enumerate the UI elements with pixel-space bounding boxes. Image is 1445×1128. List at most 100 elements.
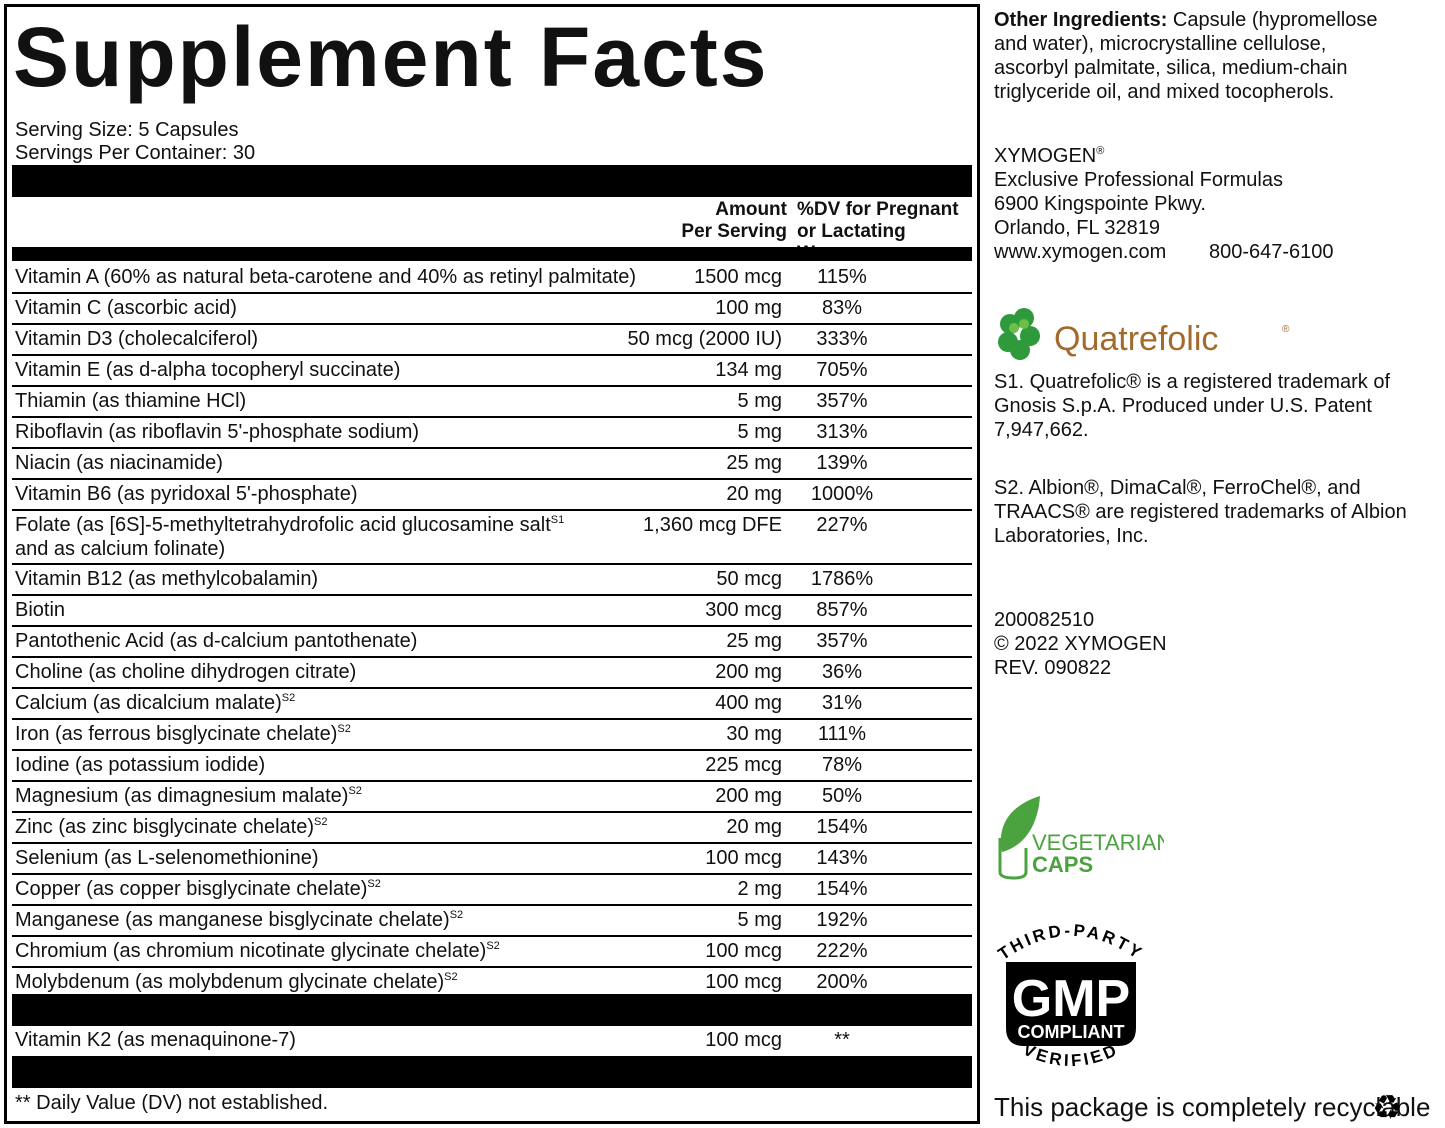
vegetarian-caps-badge: VEGETARIAN CAPS — [994, 792, 1172, 880]
nutrient-row: Calcium (as dicalcium malate)S2 400 mg 31% — [12, 689, 972, 720]
nutrient-name: Copper (as copper bisglycinate chelate)S… — [15, 878, 381, 900]
nutrient-dv: 192% — [816, 909, 868, 931]
company-tagline: Exclusive Professional Formulas — [994, 169, 1283, 191]
nutrient-dv: 357% — [816, 630, 868, 652]
thick-divider-mid — [12, 994, 972, 1026]
nutrient-dv: 227% — [816, 514, 868, 536]
nutrient-amount: 400 mg — [715, 692, 782, 714]
nutrient-amount: 200 mg — [715, 785, 782, 807]
nutrient-row: Niacin (as niacinamide) 25 mg 139% — [12, 449, 972, 480]
nutrient-amount: 20 mg — [726, 483, 782, 505]
nutrient-dv: 31% — [821, 692, 863, 714]
nutrient-name: Vitamin A (60% as natural beta-carotene … — [15, 266, 637, 288]
nutrient-name: Zinc (as zinc bisglycinate chelate)S2 — [15, 816, 328, 838]
s2-note: S2. Albion®, DimaCal®, FerroChel®, and TR… — [994, 477, 1407, 547]
nutrient-row: Biotin 300 mcg 857% — [12, 596, 972, 627]
nutrient-dv: 50% — [821, 785, 863, 807]
nutrient-amount: 2 mg — [737, 878, 782, 900]
recyclable-note: This package is completely recyclable ♻ — [994, 1089, 1431, 1127]
nutrient-row: Vitamin D3 (cholecalciferol) 50 mcg (2000… — [12, 325, 972, 356]
nutrient-dv: 1000% — [810, 483, 874, 505]
nutrient-dv: 154% — [816, 816, 868, 838]
nutrient-row: Vitamin B12 (as methylcobalamin) 50 mcg 17… — [12, 565, 972, 596]
nutrient-row: Magnesium (as dimagnesium malate)S2 200 m… — [12, 782, 972, 813]
nutrient-amount: 50 mcg (2000 IU) — [627, 328, 782, 350]
nutrient-name: Iron (as ferrous bisglycinate chelate)S2 — [15, 723, 351, 745]
nutrient-amount: 30 mg — [726, 723, 782, 745]
nutrient-row: Manganese (as manganese bisglycinate che… — [12, 906, 972, 937]
serving-size: Serving Size: 5 Capsules — [15, 119, 239, 141]
nutrient-name: Selenium (as L-selenomethionine) — [15, 847, 319, 869]
nutrient-name: Vitamin E (as d-alpha tocopheryl succina… — [15, 359, 401, 381]
svg-text:COMPLIANT: COMPLIANT — [1018, 1022, 1125, 1042]
svg-text:THIRD-PARTY: THIRD-PARTY — [995, 921, 1147, 964]
nutrient-dv: 78% — [821, 754, 863, 776]
svg-text:®: ® — [1282, 324, 1290, 335]
nutrient-name: Vitamin B6 (as pyridoxal 5'-phosphate) — [15, 483, 358, 505]
nutrient-name: Vitamin D3 (cholecalciferol) — [15, 328, 259, 350]
supplement-facts-panel: Supplement Facts Serving Size: 5 Capsule… — [4, 4, 980, 1124]
header-divider — [12, 247, 972, 261]
nutrient-dv: 1786% — [810, 568, 874, 590]
nutrient-name: Magnesium (as dimagnesium malate)S2 — [15, 785, 362, 807]
svg-text:Quatrefolic: Quatrefolic — [1054, 320, 1218, 358]
nutrient-amount: 225 mcg — [705, 754, 782, 776]
nutrient-name: Calcium (as dicalcium malate)S2 — [15, 692, 296, 714]
nutrient-amount: 1500 mcg — [694, 266, 782, 288]
other-ingredients: Other Ingredients: Capsule (hypromellose… — [994, 9, 1378, 103]
company-address: 6900 Kingspointe Pkwy. — [994, 193, 1206, 215]
s1-note: S1. Quatrefolic® is a registered tradema… — [994, 371, 1391, 441]
nutrient-amount: 100 mg — [715, 297, 782, 319]
nutrient-row: Folate (as [6S]-5-methyltetrahydrofolic … — [12, 511, 972, 565]
nutrient-row: Riboflavin (as riboflavin 5'-phosphate s… — [12, 418, 972, 449]
nutrient-amount: 100 mcg — [705, 847, 782, 869]
nutrient-name: Biotin — [15, 599, 66, 621]
nutrient-amount: 25 mg — [726, 630, 782, 652]
thick-divider-top — [12, 165, 972, 197]
nutrient-name: Choline (as choline dihydrogen citrate) — [15, 661, 357, 683]
company-name: XYMOGEN — [994, 145, 1097, 167]
leaf-icon: VEGETARIAN CAPS — [998, 796, 1172, 880]
nutrient-name: Iodine (as potassium iodide) — [15, 754, 266, 776]
product-codes: 200082510 © 2022 XYMOGEN REV. 090822 — [994, 609, 1167, 679]
clover-icon: Quatrefolic ® — [998, 308, 1290, 360]
footnote: ** Daily Value (DV) not established. — [15, 1092, 329, 1114]
panel-title: Supplement Facts — [13, 10, 769, 104]
amount-header: Amount Per Serving — [681, 199, 787, 242]
nutrient-amount: 300 mcg — [705, 599, 782, 621]
nutrient-amount: 5 mg — [737, 421, 782, 443]
nutrient-dv: 357% — [816, 390, 868, 412]
nutrient-row: Vitamin C (ascorbic acid) 100 mg 83% — [12, 294, 972, 325]
company-info: XYMOGEN® Exclusive Professional Formulas… — [994, 145, 1334, 263]
nutrient-row: Choline (as choline dihydrogen citrate) 2… — [12, 658, 972, 689]
nutrient-amount: 50 mcg — [716, 568, 782, 590]
svg-text:VEGETARIAN: VEGETARIAN — [1032, 830, 1164, 855]
nutrient-row: Chromium (as chromium nicotinate glycina… — [12, 937, 972, 968]
nutrient-amount: 1,360 mcg DFE — [643, 514, 782, 536]
nutrient-dv: 143% — [816, 847, 868, 869]
nutrient-row: Iodine (as potassium iodide) 225 mcg 78% — [12, 751, 972, 782]
nutrient-name: Manganese (as manganese bisglycinate che… — [15, 909, 464, 931]
nutrient-name: Folate (as [6S]-5-methyltetrahydrofolic … — [15, 514, 565, 560]
nutrient-dv: 111% — [817, 723, 867, 745]
nutrient-row: Iron (as ferrous bisglycinate chelate)S2… — [12, 720, 972, 751]
nutrient-dv: 222% — [816, 940, 868, 962]
nutrient-row: Pantothenic Acid (as d-calcium pantothen… — [12, 627, 972, 658]
company-phone: 800-647-6100 — [1209, 241, 1334, 263]
nutrient-name: Pantothenic Acid (as d-calcium pantothen… — [15, 630, 418, 652]
gmp-compliant-badge: THIRD-PARTY GMP COMPLIANT VERIFIED — [992, 918, 1150, 1078]
nutrient-dv: 200% — [816, 971, 868, 993]
nutrient-amount: 5 mg — [737, 909, 782, 931]
nutrient-row: Vitamin A (60% as natural beta-carotene … — [12, 263, 972, 294]
nutrient-amount: 5 mg — [737, 390, 782, 412]
recycle-icon: ♻ — [1372, 1089, 1403, 1127]
nutrient-amount: 134 mg — [715, 359, 782, 381]
nutrient-name: Vitamin C (ascorbic acid) — [15, 297, 237, 319]
nutrient-name: Thiamin (as thiamine HCl) — [15, 390, 247, 412]
nutrient-name: Chromium (as chromium nicotinate glycina… — [15, 940, 500, 962]
nutrient-name: Molybdenum (as molybdenum glycinate chel… — [15, 971, 458, 993]
nutrient-dv: 83% — [821, 297, 863, 319]
nutrient-dv: 313% — [816, 421, 868, 443]
nutrient-name: Niacin (as niacinamide) — [15, 452, 223, 474]
nutrient-row-k2: Vitamin K2 (as menaquinone-7) 100 mcg ** — [15, 1029, 850, 1051]
